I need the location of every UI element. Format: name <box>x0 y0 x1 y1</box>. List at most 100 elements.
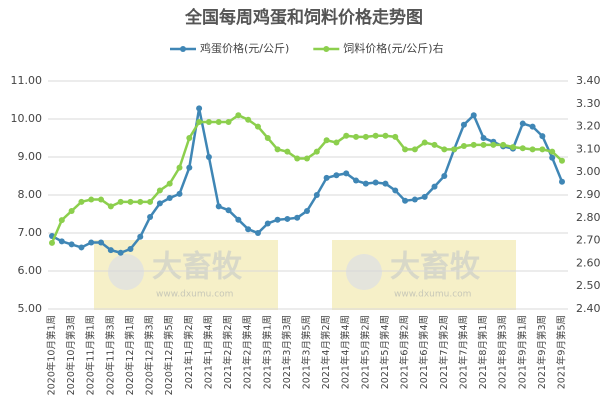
point <box>333 139 340 146</box>
watermark: 大畜牧 www.dxumu.com 大畜牧 www.dxumu.com <box>94 240 516 310</box>
point <box>205 154 212 160</box>
point <box>382 180 389 187</box>
point <box>274 216 281 223</box>
y-tick-label: 7.00 <box>18 226 43 239</box>
point <box>166 180 173 187</box>
x-tick-label: 2021年5月第2周 <box>359 315 371 389</box>
x-tick-label: 2021年1月第2周 <box>183 315 195 389</box>
x-tick-label: 2021年7月第4周 <box>457 315 469 389</box>
point <box>215 119 222 126</box>
point <box>549 154 556 161</box>
watermark-url: www.dxumu.com <box>156 290 233 300</box>
point <box>98 239 105 246</box>
chart-title: 全国每周鸡蛋和饲料价格走势图 <box>184 7 423 28</box>
y2-tick-label: 3.40 <box>576 74 601 87</box>
x-tick-label: 2021年3月第3周 <box>281 315 293 389</box>
point <box>117 249 124 256</box>
point <box>470 141 477 148</box>
y2-tick-label: 3.30 <box>576 97 601 110</box>
x-tick-label: 2021年1月第4周 <box>202 315 214 389</box>
point <box>529 123 536 130</box>
point <box>382 132 389 139</box>
y-tick-label: 10.00 <box>11 112 43 125</box>
x-tick-label: 2021年3月第5周 <box>301 315 313 389</box>
point <box>78 244 85 251</box>
point <box>225 207 232 214</box>
point <box>294 214 301 221</box>
point <box>98 196 105 203</box>
x-tick-label: 2021年4月第4周 <box>340 315 352 389</box>
point <box>254 230 261 236</box>
point <box>58 238 65 245</box>
point <box>156 200 163 207</box>
legend-marker <box>323 46 330 52</box>
point <box>539 146 546 153</box>
y2-tick-label: 2.60 <box>576 256 601 269</box>
point <box>353 133 360 140</box>
y2-tick-label: 2.70 <box>576 234 601 247</box>
watermark-text: 大畜牧 <box>390 250 481 285</box>
y2-tick-label: 3.10 <box>576 142 601 155</box>
point <box>392 187 399 194</box>
y2-tick-label: 2.90 <box>576 188 601 201</box>
point <box>539 133 546 140</box>
point <box>166 195 173 202</box>
x-tick-label: 2021年8月第3周 <box>497 315 509 389</box>
point <box>529 146 536 153</box>
point <box>323 174 330 181</box>
point <box>362 180 369 187</box>
y2-tick-label: 2.40 <box>576 302 601 315</box>
point <box>127 198 134 205</box>
x-tick-label: 2021年6月第2周 <box>399 315 411 389</box>
point <box>313 148 320 155</box>
point <box>500 141 507 148</box>
point <box>431 141 438 148</box>
point <box>264 135 271 141</box>
point <box>235 216 242 223</box>
point <box>137 233 144 240</box>
point <box>460 121 467 128</box>
legend-marker <box>180 46 186 52</box>
point <box>107 203 114 210</box>
legend-label: 鸡蛋价格(元/公斤) <box>200 41 289 55</box>
x-tick-label: 2021年2月第4周 <box>242 315 254 389</box>
point <box>480 135 487 141</box>
x-tick-label: 2020年12月第1周 <box>124 315 136 395</box>
point <box>323 137 330 144</box>
point <box>264 220 271 227</box>
point <box>392 133 399 140</box>
legend-label: 饲料价格(元/公斤)右 <box>343 41 443 55</box>
watermark-logo <box>108 254 144 290</box>
point <box>304 155 310 162</box>
y2-tick-label: 3.00 <box>576 165 601 178</box>
watermark-text: 大畜牧 <box>152 250 243 285</box>
x-tick-label: 2021年2月第2周 <box>222 315 234 389</box>
point <box>490 141 497 148</box>
x-tick-label: 2021年4月第2周 <box>320 315 332 389</box>
point <box>225 119 232 126</box>
x-tick-label: 2020年12月第5周 <box>163 315 175 395</box>
y2-tick-label: 3.20 <box>576 120 601 133</box>
point <box>421 139 428 146</box>
y2-tick-label: 2.50 <box>576 279 601 292</box>
point <box>441 146 448 153</box>
point <box>441 173 448 179</box>
point <box>176 190 183 197</box>
x-tick-label: 2020年12月第3周 <box>144 315 156 395</box>
y2-tick-label: 2.80 <box>576 211 601 224</box>
point <box>274 146 281 153</box>
point <box>509 144 516 151</box>
y-tick-label: 11.00 <box>11 74 43 87</box>
point <box>549 148 556 155</box>
y-tick-label: 8.00 <box>18 188 43 201</box>
point <box>49 239 55 246</box>
point <box>402 197 409 204</box>
point <box>88 196 95 203</box>
point <box>186 135 193 141</box>
x-tick-label: 2021年6月第4周 <box>418 315 430 389</box>
point <box>480 141 487 148</box>
point <box>460 142 467 149</box>
point <box>235 112 242 119</box>
point <box>88 239 95 246</box>
